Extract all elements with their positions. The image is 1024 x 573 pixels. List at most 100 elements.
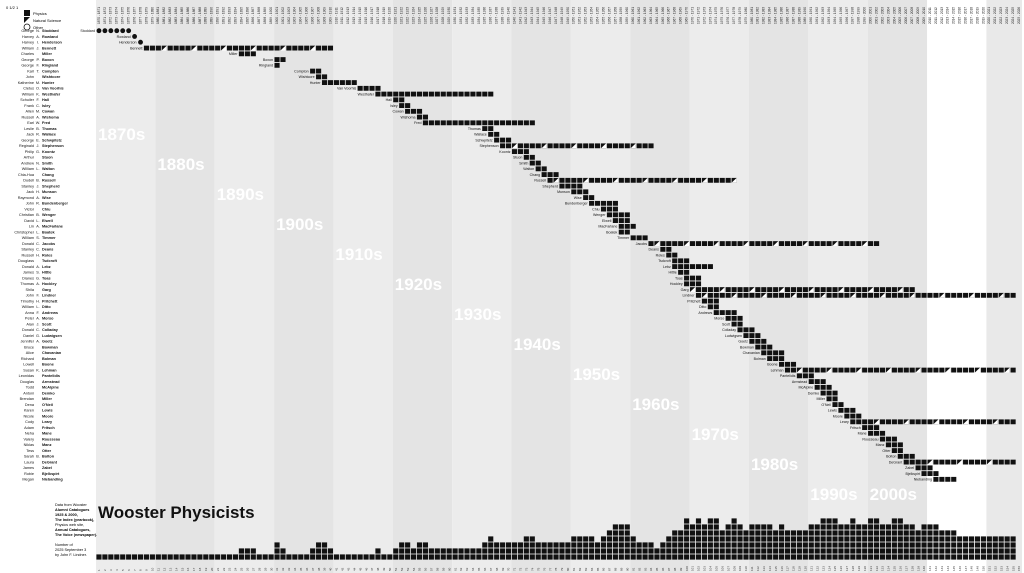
count-cell	[327, 548, 334, 554]
tenure-cell	[826, 396, 832, 402]
tenure-cell	[773, 292, 779, 298]
count-cell	[470, 554, 476, 560]
tenure-name-label: Moore	[833, 414, 843, 418]
tenure-cell	[713, 298, 719, 304]
decade-band	[867, 0, 928, 573]
tenure-name-label: Bjelkspirt	[905, 472, 920, 476]
tenure-cell-partial	[992, 419, 998, 425]
tenure-cell	[689, 275, 696, 281]
year-tick-label: 1959 - 1960	[625, 7, 629, 24]
count-index-label: 90	[625, 567, 629, 571]
tenure-cell	[274, 57, 280, 62]
person-initial: K.	[36, 368, 40, 372]
year-tick-label: 1980 - 1981	[750, 7, 754, 24]
count-cell	[416, 548, 423, 554]
tenure-cell	[897, 292, 903, 298]
count-index-label: 92	[637, 567, 641, 571]
count-index-label: 152	[993, 566, 997, 571]
decade-band	[274, 0, 334, 573]
person-first-name: Harvey	[22, 41, 34, 45]
tenure-cell	[505, 120, 512, 126]
count-index-label: 79	[560, 567, 564, 571]
person-last-name: MacFarlane	[42, 225, 63, 229]
year-tick-label: 1985 - 1986	[779, 7, 783, 24]
year-tick-label: 1963 - 1964	[649, 7, 653, 24]
tenure-cell	[440, 120, 446, 126]
count-cell	[968, 536, 975, 542]
count-cell	[713, 548, 719, 554]
tenure-cell	[838, 407, 844, 413]
count-cell	[779, 542, 785, 548]
tenure-cell	[274, 62, 280, 68]
count-cell	[874, 536, 880, 542]
count-cell	[612, 524, 618, 530]
count-cell	[713, 518, 719, 524]
count-cell	[672, 548, 678, 554]
tenure-cell	[464, 120, 470, 126]
year-tick-label: 1897 - 1898	[257, 7, 261, 24]
count-cell	[559, 554, 565, 560]
year-tick-label: 1966 - 1967	[667, 7, 671, 24]
tenure-cell-partial	[790, 292, 797, 298]
count-cell	[624, 530, 630, 536]
person-last-name: Scott	[42, 322, 52, 326]
person-last-name: Mane	[42, 432, 52, 436]
person-initial: S.	[36, 236, 40, 240]
count-cell	[292, 554, 298, 560]
count-cell	[980, 548, 986, 554]
person-last-name: Thomas	[42, 127, 57, 131]
person-first-name: Harvey	[22, 35, 34, 39]
source-line: Data from Wooster	[55, 503, 88, 507]
tenure-cell-partial	[915, 367, 921, 373]
year-tick-label: 1991 - 1992	[815, 7, 819, 24]
count-cell	[879, 554, 886, 560]
person-first-name: Peter	[25, 317, 35, 321]
count-cell	[161, 554, 167, 560]
count-cell	[998, 542, 1004, 548]
count-cell	[405, 542, 411, 548]
count-cell	[595, 554, 601, 560]
tenure-cell	[553, 143, 559, 149]
count-cell	[957, 554, 963, 560]
count-cell	[945, 548, 951, 554]
count-cell	[553, 548, 559, 554]
count-index-label: 147	[964, 566, 968, 571]
count-index-label: 36	[305, 567, 309, 571]
count-cell	[779, 524, 785, 530]
tenure-cell	[511, 149, 518, 154]
tenure-cell	[672, 241, 678, 246]
tenure-cell	[642, 235, 648, 241]
count-cell	[856, 548, 862, 554]
year-tick-label: 1913 - 1914	[352, 7, 356, 24]
count-index-label: 29	[263, 567, 267, 571]
tenure-cell	[856, 287, 862, 292]
count-cell	[856, 524, 862, 530]
person-first-name: William	[22, 236, 34, 240]
tenure-cell	[879, 419, 886, 425]
person-first-name: Leslie	[24, 127, 34, 131]
count-cell	[416, 554, 423, 560]
tenure-cell	[767, 350, 773, 356]
count-cell	[850, 542, 856, 548]
tenure-cell	[980, 419, 986, 425]
tenure-cell	[511, 120, 518, 126]
legend-other-label: Other	[33, 25, 44, 30]
person-initial: J.	[37, 46, 40, 50]
year-tick-label: 1937 - 1938	[495, 7, 499, 24]
count-cell	[689, 554, 696, 560]
count-index-label: 82	[578, 567, 582, 571]
year-tick-label: 1999 - 2000	[863, 7, 867, 24]
person-first-name: Andrew	[21, 161, 34, 165]
tenure-cell	[784, 361, 791, 367]
person-first-name: Douglass	[18, 259, 34, 263]
count-index-label: 127	[845, 566, 849, 571]
person-first-name: Leonidas	[19, 374, 35, 378]
count-cell	[885, 536, 892, 542]
tenure-cell	[559, 177, 565, 183]
person-last-name: Smith	[42, 161, 53, 165]
tenure-cell	[755, 241, 761, 246]
count-cell	[784, 548, 791, 554]
count-cell	[868, 542, 874, 548]
person-last-name: Demko	[42, 391, 55, 395]
tenure-cell	[238, 45, 244, 51]
